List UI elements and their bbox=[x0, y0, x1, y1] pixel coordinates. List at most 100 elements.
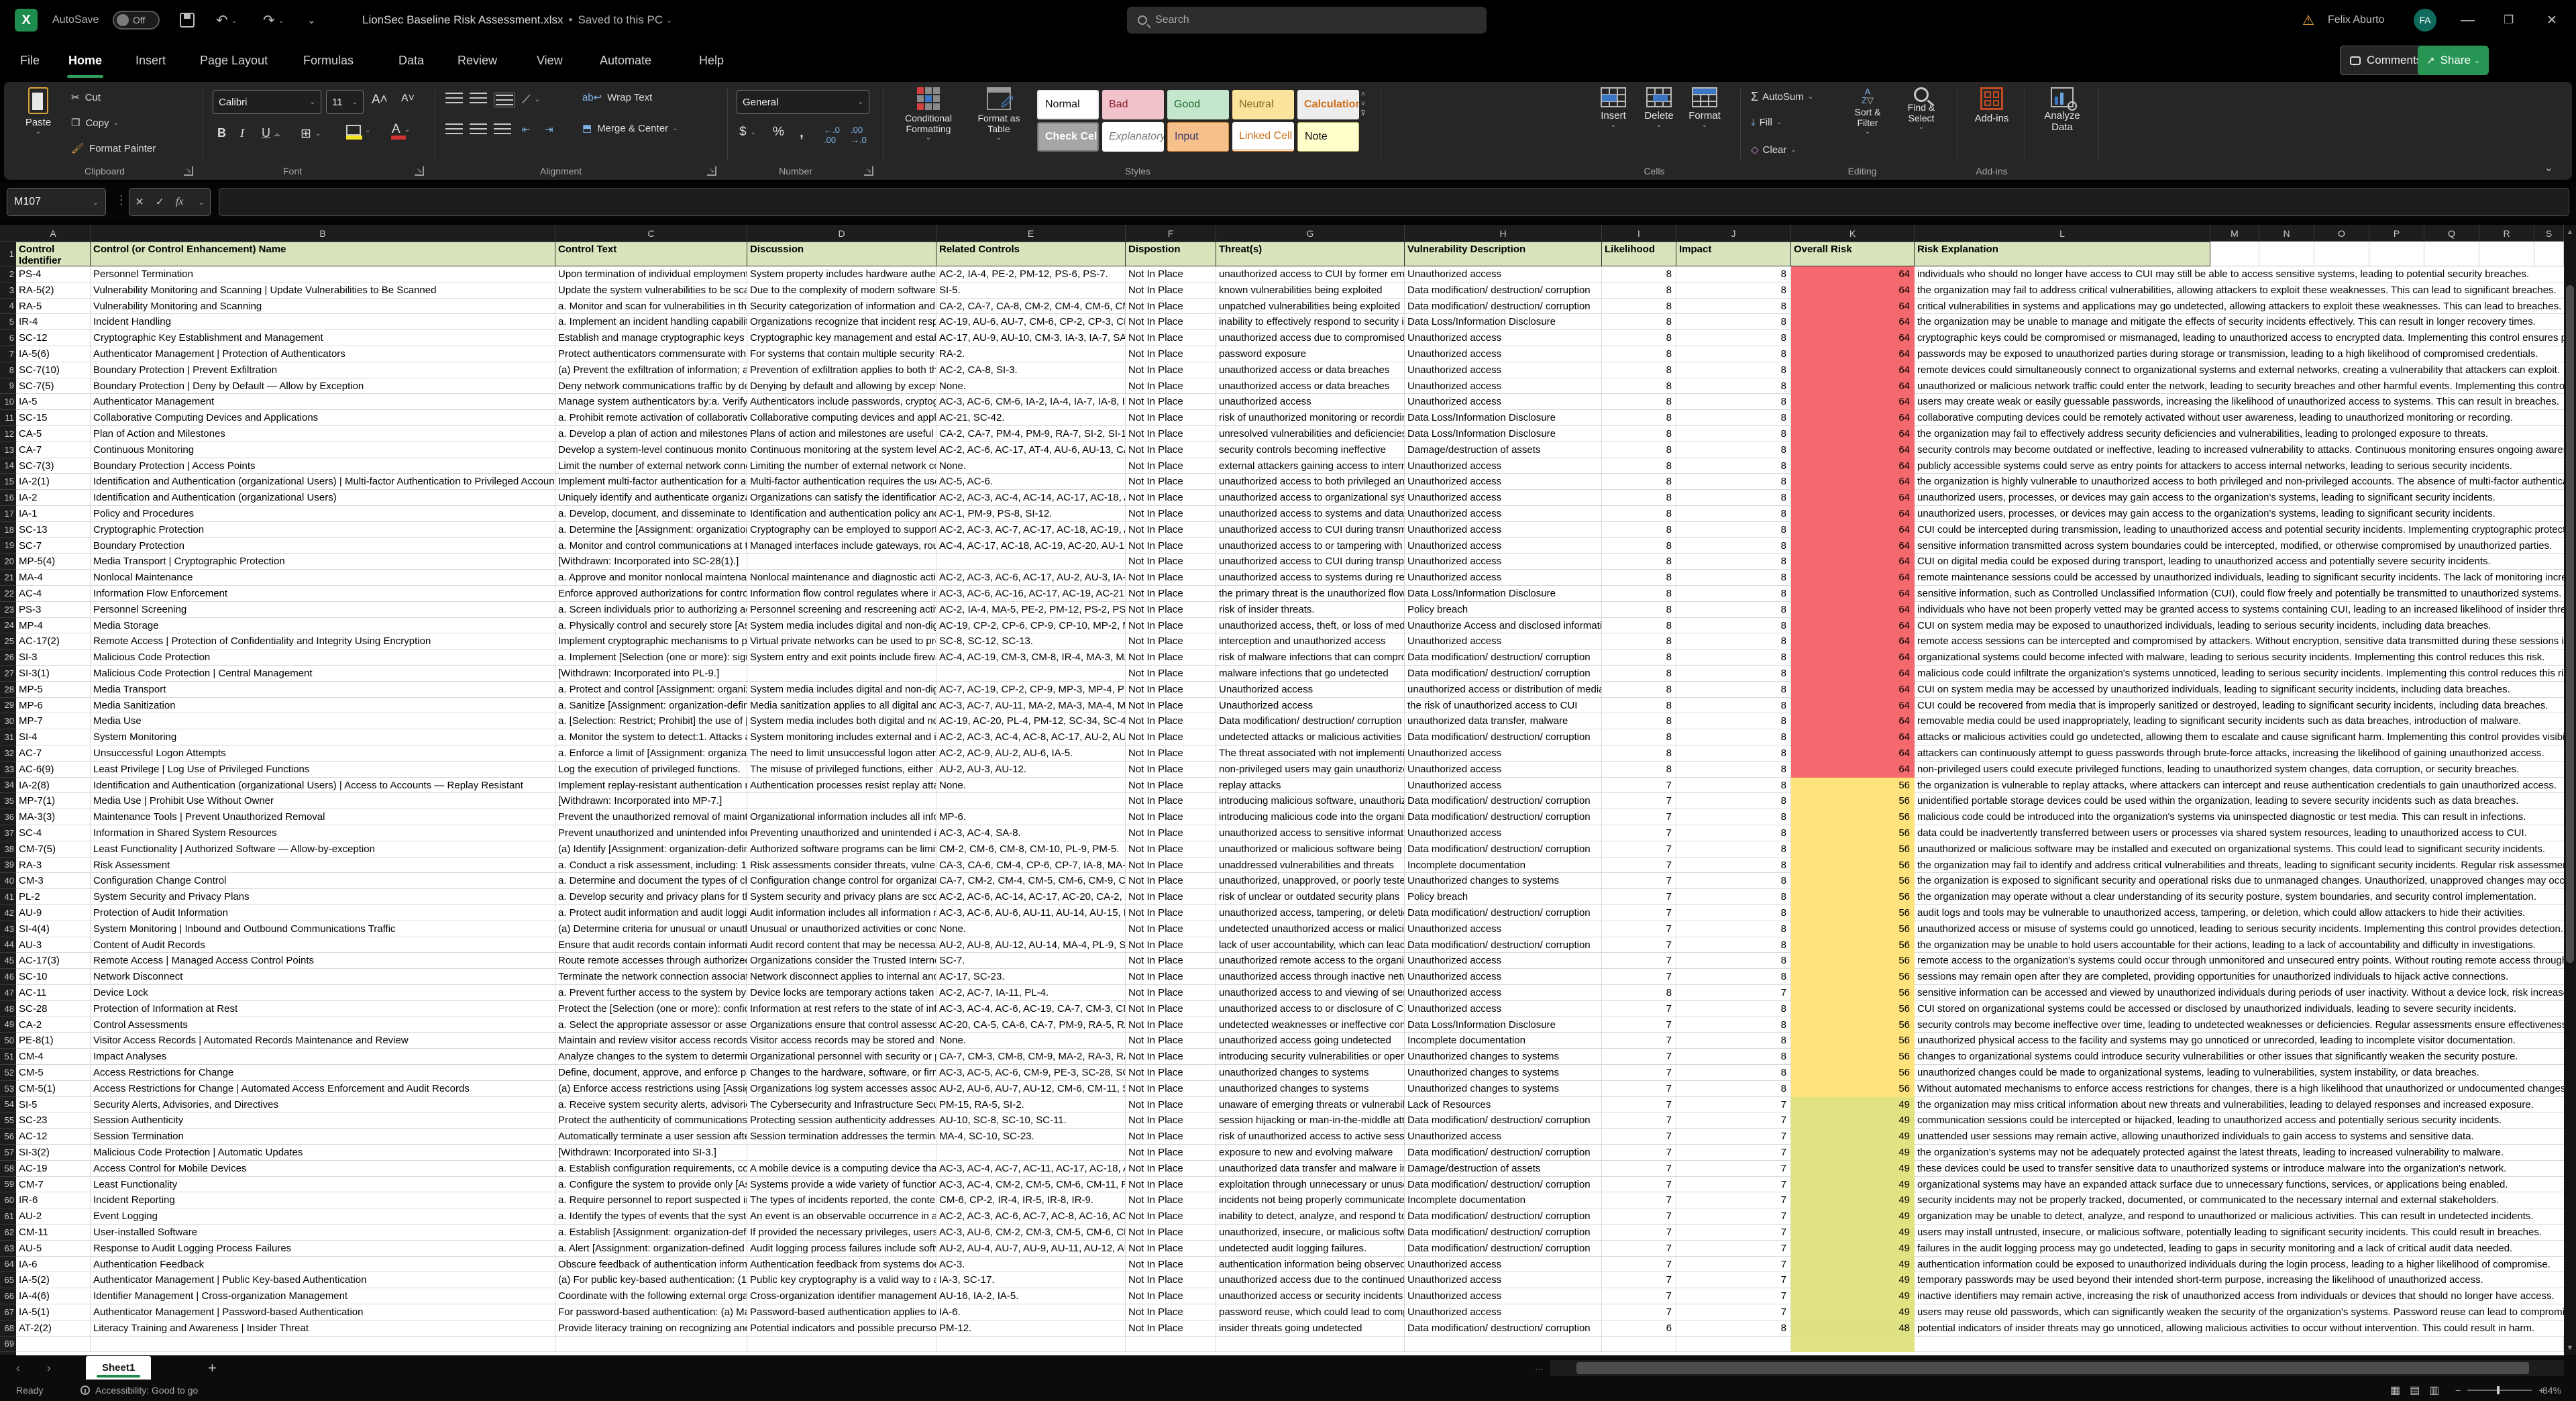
cell-E68[interactable]: PM-12. bbox=[936, 1320, 1126, 1337]
cell-E36[interactable]: MP-6. bbox=[936, 809, 1126, 825]
ribbon-tab-view[interactable]: View bbox=[537, 53, 563, 67]
cell-G66[interactable]: unauthorized access or security incident… bbox=[1216, 1288, 1405, 1304]
cell-B60[interactable]: Incident Reporting bbox=[91, 1192, 555, 1209]
cell-D46[interactable]: Network disconnect applies to internal a… bbox=[747, 969, 936, 985]
cell-B27[interactable]: Malicious Code Protection | Central Mana… bbox=[91, 666, 555, 682]
cell-K46[interactable]: 56 bbox=[1791, 969, 1915, 985]
cell-A39[interactable]: RA-3 bbox=[16, 857, 91, 874]
cell-J17[interactable]: 8 bbox=[1676, 506, 1791, 522]
percent-style-button[interactable]: % bbox=[773, 125, 784, 139]
italic-button[interactable]: I bbox=[240, 126, 244, 140]
cell-B16[interactable]: Identification and Authentication (organ… bbox=[91, 490, 555, 506]
row-header-13[interactable]: 13 bbox=[0, 442, 16, 458]
cell-K51[interactable]: 56 bbox=[1791, 1049, 1915, 1065]
cell-G55[interactable]: session hijacking or man-in-the-middle a… bbox=[1216, 1112, 1405, 1129]
cell-F66[interactable]: Not In Place bbox=[1126, 1288, 1216, 1304]
cell-A14[interactable]: SC-7(3) bbox=[16, 458, 91, 474]
cell-D8[interactable]: Prevention of exfiltration applies to bo… bbox=[747, 362, 936, 378]
ribbon-tab-page-layout[interactable]: Page Layout bbox=[200, 53, 268, 67]
column-header-A[interactable]: A bbox=[16, 225, 91, 242]
cell-D49[interactable]: Organizations ensure that control assess… bbox=[747, 1017, 936, 1033]
row-header-19[interactable]: 19 bbox=[0, 538, 16, 554]
cell-J25[interactable]: 8 bbox=[1676, 633, 1791, 650]
cell-I7[interactable]: 8 bbox=[1602, 346, 1676, 362]
cell-E21[interactable]: AC-2, AC-3, AC-6, AC-17, AU-2, AU-3, IA-… bbox=[936, 570, 1126, 586]
cell-C50[interactable]: Maintain and review visitor access recor… bbox=[555, 1033, 747, 1049]
cell-A68[interactable]: AT-2(2) bbox=[16, 1320, 91, 1337]
cell-K59[interactable]: 49 bbox=[1791, 1176, 1915, 1193]
cell-H41[interactable]: Policy breach bbox=[1405, 889, 1602, 905]
cell-G51[interactable]: introducing security vulnerabilities or … bbox=[1216, 1049, 1405, 1065]
cell-C11[interactable]: a. Prohibit remote activation of collabo… bbox=[555, 410, 747, 426]
cell-I13[interactable]: 8 bbox=[1602, 442, 1676, 458]
cell-J52[interactable]: 8 bbox=[1676, 1065, 1791, 1081]
cell-C45[interactable]: Route remote accesses through authorized… bbox=[555, 953, 747, 970]
cell-F62[interactable]: Not In Place bbox=[1126, 1225, 1216, 1241]
cell-I21[interactable]: 8 bbox=[1602, 570, 1676, 586]
cell-G11[interactable]: risk of unauthorized monitoring or recor… bbox=[1216, 410, 1405, 426]
cell-K36[interactable]: 56 bbox=[1791, 809, 1915, 825]
cell-J45[interactable]: 8 bbox=[1676, 953, 1791, 970]
cell-B34[interactable]: Identification and Authentication (organ… bbox=[91, 777, 555, 794]
cell-K21[interactable]: 64 bbox=[1791, 570, 1915, 586]
cell-A27[interactable]: SI-3(1) bbox=[16, 666, 91, 682]
cell-L10[interactable]: users may create weak or easily guessabl… bbox=[1915, 394, 2564, 411]
cell-B50[interactable]: Visitor Access Records | Automated Recor… bbox=[91, 1033, 555, 1049]
cell-H44[interactable]: Data modification/ destruction/ corrupti… bbox=[1405, 937, 1602, 953]
cell-I35[interactable]: 7 bbox=[1602, 793, 1676, 810]
cell-I31[interactable]: 8 bbox=[1602, 729, 1676, 745]
cell-I18[interactable]: 8 bbox=[1602, 521, 1676, 538]
cell-D7[interactable]: For systems that contain multiple securi… bbox=[747, 346, 936, 362]
cell-A48[interactable]: SC-28 bbox=[16, 1000, 91, 1017]
cell-L41[interactable]: the organization may operate without a c… bbox=[1915, 889, 2564, 905]
cell-F24[interactable]: Not In Place bbox=[1126, 617, 1216, 634]
row-header-37[interactable]: 37 bbox=[0, 825, 16, 841]
cell-H52[interactable]: Unauthorized changes to systems bbox=[1405, 1065, 1602, 1081]
cell-F49[interactable]: Not In Place bbox=[1126, 1017, 1216, 1033]
cell-L43[interactable]: unauthorized access or misuse of systems… bbox=[1915, 921, 2564, 937]
cell-J31[interactable]: 8 bbox=[1676, 729, 1791, 745]
cell-J49[interactable]: 8 bbox=[1676, 1017, 1791, 1033]
cell-K11[interactable]: 64 bbox=[1791, 410, 1915, 426]
column-header-F[interactable]: F bbox=[1126, 225, 1216, 242]
cell-D33[interactable]: The misuse of privileged functions, eith… bbox=[747, 761, 936, 778]
excel-app-icon[interactable]: X bbox=[15, 0, 39, 40]
cell-E27[interactable] bbox=[936, 666, 1126, 682]
cell-A63[interactable]: AU-5 bbox=[16, 1240, 91, 1257]
cell-C39[interactable]: a. Conduct a risk assessment, including:… bbox=[555, 857, 747, 874]
cell-B10[interactable]: Authenticator Management bbox=[91, 394, 555, 411]
cell-F10[interactable]: Not In Place bbox=[1126, 394, 1216, 411]
cell-F37[interactable]: Not In Place bbox=[1126, 825, 1216, 841]
cell-D41[interactable]: System security and privacy plans are sc… bbox=[747, 889, 936, 905]
cell-K49[interactable]: 56 bbox=[1791, 1017, 1915, 1033]
collapse-ribbon-button[interactable]: ⌄ bbox=[2544, 162, 2553, 174]
cell-J50[interactable]: 8 bbox=[1676, 1033, 1791, 1049]
cell-G33[interactable]: non-privileged users may gain unauthoriz… bbox=[1216, 761, 1405, 778]
cell-K42[interactable]: 56 bbox=[1791, 905, 1915, 921]
cell-A37[interactable]: SC-4 bbox=[16, 825, 91, 841]
cell-L48[interactable]: CUI stored on organizational systems cou… bbox=[1915, 1000, 2564, 1017]
cell-B66[interactable]: Identifier Management | Cross-organizati… bbox=[91, 1288, 555, 1304]
cell-D12[interactable]: Plans of action and milestones are usefu… bbox=[747, 426, 936, 442]
cell-D34[interactable]: Authentication processes resist replay a… bbox=[747, 777, 936, 794]
cell-B51[interactable]: Impact Analyses bbox=[91, 1049, 555, 1065]
cell-J33[interactable]: 8 bbox=[1676, 761, 1791, 778]
cell-D57[interactable] bbox=[747, 1145, 936, 1161]
name-box-resize-handle[interactable]: ⋮ bbox=[115, 193, 127, 207]
header-cell-control_identifier[interactable]: Control Identifier bbox=[16, 242, 91, 266]
ribbon-tab-home[interactable]: Home bbox=[64, 46, 106, 78]
cell-B30[interactable]: Media Use bbox=[91, 713, 555, 730]
cell-E48[interactable]: AC-3, AC-4, AC-6, AC-19, CA-7, CM-3, CM-… bbox=[936, 1000, 1126, 1017]
cell-style-bad[interactable]: Bad bbox=[1102, 90, 1164, 119]
cell-K6[interactable]: 64 bbox=[1791, 330, 1915, 346]
cell-A46[interactable]: SC-10 bbox=[16, 969, 91, 985]
cell-H10[interactable]: Unauthorized access bbox=[1405, 394, 1602, 411]
format-painter-button[interactable]: 🖌 Format Painter bbox=[71, 142, 156, 155]
row-header-3[interactable]: 3 bbox=[0, 282, 16, 299]
column-header-M[interactable]: M bbox=[2210, 225, 2259, 242]
cell-H56[interactable]: Unauthorized access bbox=[1405, 1129, 1602, 1145]
cell-F27[interactable]: Not In Place bbox=[1126, 666, 1216, 682]
cell-D53[interactable]: Organizations log system accesses associ… bbox=[747, 1080, 936, 1097]
cell-C49[interactable]: a. Select the appropriate assessor or as… bbox=[555, 1017, 747, 1033]
cell-I46[interactable]: 7 bbox=[1602, 969, 1676, 985]
